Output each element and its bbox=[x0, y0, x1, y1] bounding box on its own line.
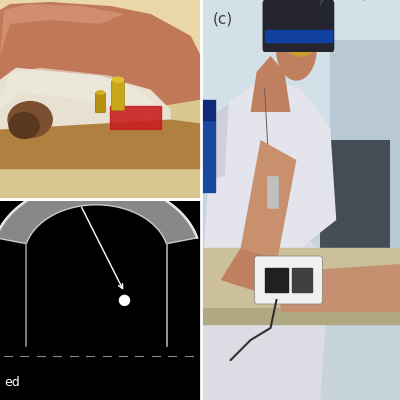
Polygon shape bbox=[320, 140, 390, 260]
Bar bbox=[266, 176, 278, 208]
FancyBboxPatch shape bbox=[95, 93, 106, 112]
Polygon shape bbox=[0, 68, 171, 144]
FancyBboxPatch shape bbox=[262, 0, 334, 52]
Ellipse shape bbox=[96, 91, 104, 94]
Text: (c): (c) bbox=[213, 12, 233, 27]
Polygon shape bbox=[241, 140, 296, 264]
Bar bbox=[292, 268, 312, 292]
Bar bbox=[201, 308, 400, 324]
Polygon shape bbox=[201, 80, 336, 300]
Text: ed: ed bbox=[4, 376, 20, 389]
Bar bbox=[201, 0, 400, 180]
Polygon shape bbox=[250, 56, 290, 112]
Polygon shape bbox=[0, 181, 198, 244]
FancyBboxPatch shape bbox=[112, 81, 124, 110]
Bar bbox=[330, 40, 400, 260]
Polygon shape bbox=[0, 120, 201, 169]
Ellipse shape bbox=[278, 0, 322, 56]
FancyBboxPatch shape bbox=[254, 256, 322, 304]
Polygon shape bbox=[221, 248, 290, 296]
Ellipse shape bbox=[112, 77, 124, 82]
Polygon shape bbox=[0, 68, 165, 120]
Bar bbox=[110, 106, 161, 130]
Polygon shape bbox=[201, 220, 330, 400]
Polygon shape bbox=[0, 2, 201, 110]
Bar bbox=[264, 268, 288, 292]
Bar bbox=[201, 120, 215, 192]
Polygon shape bbox=[211, 104, 229, 180]
Ellipse shape bbox=[276, 16, 316, 80]
Polygon shape bbox=[0, 0, 201, 90]
Polygon shape bbox=[0, 4, 124, 56]
Ellipse shape bbox=[9, 112, 39, 138]
Circle shape bbox=[120, 296, 130, 305]
Text: markers: markers bbox=[57, 159, 112, 172]
Bar bbox=[201, 100, 215, 120]
Ellipse shape bbox=[8, 102, 52, 138]
Polygon shape bbox=[280, 264, 400, 312]
Bar bbox=[264, 30, 332, 42]
Bar bbox=[201, 248, 400, 312]
